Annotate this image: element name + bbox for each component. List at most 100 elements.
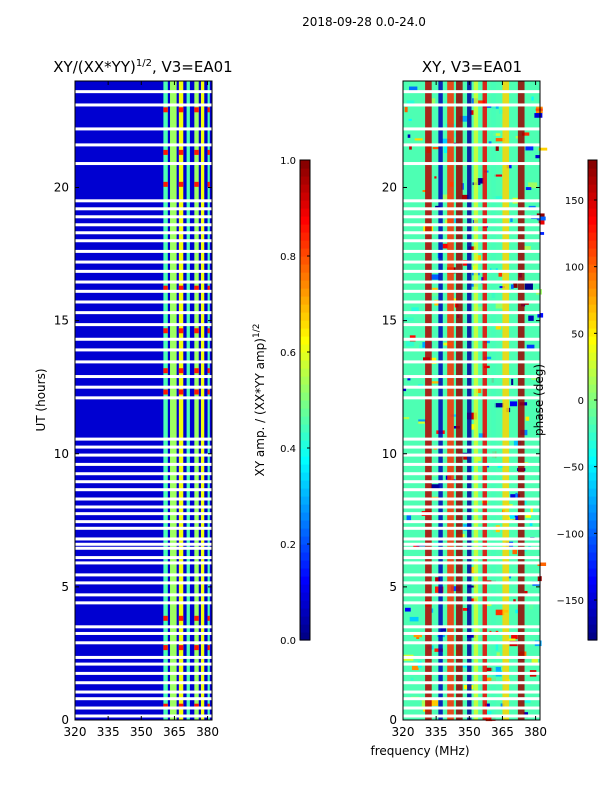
- phase-noise: [413, 544, 420, 548]
- colorbar-segment: [588, 632, 597, 641]
- colorbar-segment: [588, 528, 597, 537]
- phase-noise: [432, 287, 438, 292]
- hot-spot: [207, 703, 210, 709]
- amplitude-plot-frame: [74, 80, 213, 721]
- hot-spot: [178, 389, 184, 395]
- colorbar-segment: [300, 248, 310, 257]
- colorbar-segment: [300, 440, 310, 449]
- phase-noise: [431, 98, 436, 104]
- flagged-row: [403, 556, 540, 560]
- colorbar-segment: [588, 368, 597, 377]
- hot-spot: [207, 368, 210, 374]
- flagged-row: [75, 681, 212, 685]
- colorbar-segment: [588, 280, 597, 289]
- phase-noise: [528, 182, 538, 189]
- figure-suptitle: 2018-09-28 0.0-24.0: [302, 15, 426, 29]
- amplitude-heatmap: [75, 81, 212, 720]
- colorbar-segment: [300, 160, 310, 169]
- colorbar-segment: [588, 320, 597, 329]
- colorbar-segment: [300, 512, 310, 521]
- phase-noise: [512, 515, 519, 521]
- phase-noise: [411, 665, 419, 671]
- phase-noise: [495, 138, 505, 142]
- rfi-band: [200, 81, 205, 720]
- flagged-row: [75, 323, 212, 327]
- phase-noise: [461, 194, 469, 202]
- colorbar-segment: [300, 296, 310, 305]
- colorbar-segment: [588, 208, 597, 217]
- phase-noise: [475, 387, 482, 394]
- flagged-row: [75, 671, 212, 675]
- phase-noise: [494, 146, 499, 151]
- flagged-row: [75, 239, 212, 243]
- colorbar-segment: [300, 272, 310, 281]
- phase-noise: [524, 499, 527, 505]
- x-tick-label: 380: [196, 725, 219, 739]
- colorbar-segment: [588, 424, 597, 433]
- phase-noise: [499, 286, 505, 289]
- phase-band: [491, 81, 496, 720]
- flagged-row: [75, 593, 212, 597]
- y-tick-label: 15: [382, 314, 397, 328]
- flagged-row: [75, 556, 212, 560]
- amplitude-panel: XY/(XX*YY)1/2, V3=EA01 320 335 350 365 380 0…: [34, 58, 233, 739]
- colorbar-segment: [588, 584, 597, 593]
- colorbar-tick-label: 100: [565, 263, 584, 274]
- x-tick-label: 320: [392, 725, 415, 739]
- hot-spot: [194, 368, 199, 374]
- flagged-row: [403, 497, 540, 501]
- phase-panel: XY, V3=EA01 320 335 350 365 380 0 5 10 15 20: [382, 58, 548, 739]
- phase-band: [473, 81, 479, 720]
- colorbar-segment: [588, 464, 597, 473]
- colorbar-segment: [300, 232, 310, 241]
- colorbar-segment: [300, 520, 310, 529]
- phase-noise: [513, 281, 518, 288]
- colorbar-segment: [588, 416, 597, 425]
- phase-noise: [410, 677, 414, 681]
- phase-heatmap: [403, 81, 548, 722]
- phase-noise: [488, 141, 493, 144]
- colorbar-segment: [300, 472, 310, 481]
- y-tick-label: 15: [54, 314, 69, 328]
- colorbar-segment: [300, 240, 310, 249]
- colorbar-segment: [300, 352, 310, 361]
- phase-noise: [442, 138, 451, 145]
- phase-noise: [407, 134, 411, 138]
- colorbar-segment: [588, 224, 597, 233]
- flagged-row: [75, 581, 212, 585]
- colorbar-segment: [300, 600, 310, 609]
- phase-noise: [498, 270, 503, 277]
- colorbar-segment: [300, 288, 310, 297]
- colorbar-tick-label: −50: [563, 463, 584, 474]
- colorbar-segment: [300, 568, 310, 577]
- flagged-row: [403, 512, 540, 516]
- colorbar-segment: [300, 424, 310, 433]
- colorbar-segment: [300, 496, 310, 505]
- phase-noise: [538, 219, 545, 225]
- phase-noise: [539, 232, 545, 235]
- flagged-row: [403, 260, 540, 264]
- phase-noise: [525, 416, 530, 421]
- x-tick-label: 350: [130, 725, 153, 739]
- hot-spot: [178, 285, 184, 291]
- colorbar-segment: [588, 344, 597, 353]
- flagged-row: [403, 90, 540, 94]
- colorbar-segment: [300, 280, 310, 289]
- amplitude-title-main: XY/(XX*YY): [53, 58, 136, 76]
- colorbar-segment: [300, 368, 310, 377]
- flagged-row: [403, 396, 540, 400]
- hot-spot: [163, 181, 168, 187]
- colorbar-tick-label: 0.8: [280, 252, 296, 263]
- phase-noise: [512, 547, 518, 555]
- amplitude-x-ticks: 320 335 350 365 380: [64, 81, 219, 739]
- colorbar-segment: [588, 496, 597, 505]
- flagged-row: [403, 472, 540, 476]
- colorbar-segment: [300, 408, 310, 417]
- flagged-row: [403, 207, 540, 211]
- phase-noise: [403, 387, 407, 392]
- x-tick-label: 335: [97, 725, 120, 739]
- amplitude-background: [75, 81, 212, 720]
- flagged-row: [75, 385, 212, 389]
- colorbar-segment: [300, 216, 310, 225]
- colorbar-segment: [588, 392, 597, 401]
